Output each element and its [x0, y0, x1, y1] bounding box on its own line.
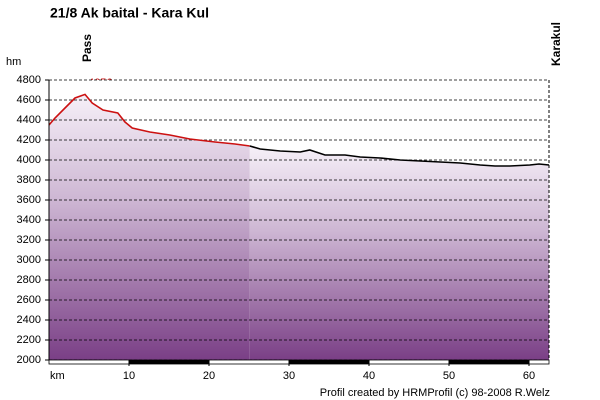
area	[249, 146, 550, 360]
y-tick-label: 2000	[17, 354, 41, 366]
y-tick-label: 3400	[17, 214, 41, 226]
annotation: Karakul	[549, 22, 563, 66]
scale-segment	[129, 360, 209, 364]
y-axis-label: hm	[6, 56, 21, 68]
x-tick-label: 10	[123, 370, 135, 382]
y-tick-label: 4600	[17, 94, 41, 106]
scale-segment	[449, 360, 529, 364]
footer: Profil created by HRMProfil (c) 98-2008 …	[320, 387, 550, 399]
annotation: Pass	[80, 34, 94, 62]
x-tick-label: 20	[203, 370, 215, 382]
y-tick-label: 3600	[17, 194, 41, 206]
x-tick-label: 50	[443, 370, 455, 382]
x-tick-label: 30	[283, 370, 295, 382]
y-tick-label: 3000	[17, 254, 41, 266]
x-axis-label: km	[50, 370, 65, 382]
y-tick-label: 2200	[17, 334, 41, 346]
chart-title: 21/8 Ak baital - Kara Kul	[50, 5, 209, 21]
x-tick-label: 40	[363, 370, 375, 382]
area	[49, 94, 250, 361]
y-tick-label: 2800	[17, 274, 41, 286]
y-tick-label: 3200	[17, 234, 41, 246]
profile-line	[249, 145, 550, 167]
scale-segment	[289, 360, 369, 364]
y-tick-label: 4800	[17, 74, 41, 86]
profile-line	[48, 93, 250, 147]
y-tick-label: 2600	[17, 294, 41, 306]
y-tick-label: 4000	[17, 154, 41, 166]
y-tick-label: 3800	[17, 174, 41, 186]
y-tick-label: 4200	[17, 134, 41, 146]
x-tick-label: 60	[523, 370, 535, 382]
y-tick-label: 4400	[17, 114, 41, 126]
y-tick-label: 2400	[17, 314, 41, 326]
